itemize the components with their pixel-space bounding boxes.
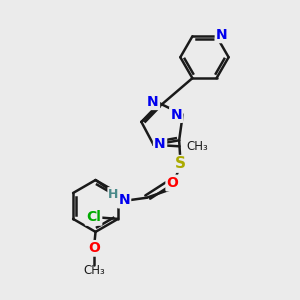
Text: S: S bbox=[175, 156, 186, 171]
Text: N: N bbox=[170, 108, 182, 122]
Text: N: N bbox=[216, 28, 228, 42]
Text: N: N bbox=[154, 137, 166, 151]
Text: O: O bbox=[167, 176, 178, 190]
Text: Cl: Cl bbox=[86, 210, 101, 224]
Text: N: N bbox=[118, 193, 130, 207]
Text: N: N bbox=[147, 95, 159, 109]
Text: CH₃: CH₃ bbox=[83, 264, 105, 277]
Text: O: O bbox=[88, 241, 100, 255]
Text: CH₃: CH₃ bbox=[186, 140, 208, 153]
Text: H: H bbox=[108, 188, 119, 201]
